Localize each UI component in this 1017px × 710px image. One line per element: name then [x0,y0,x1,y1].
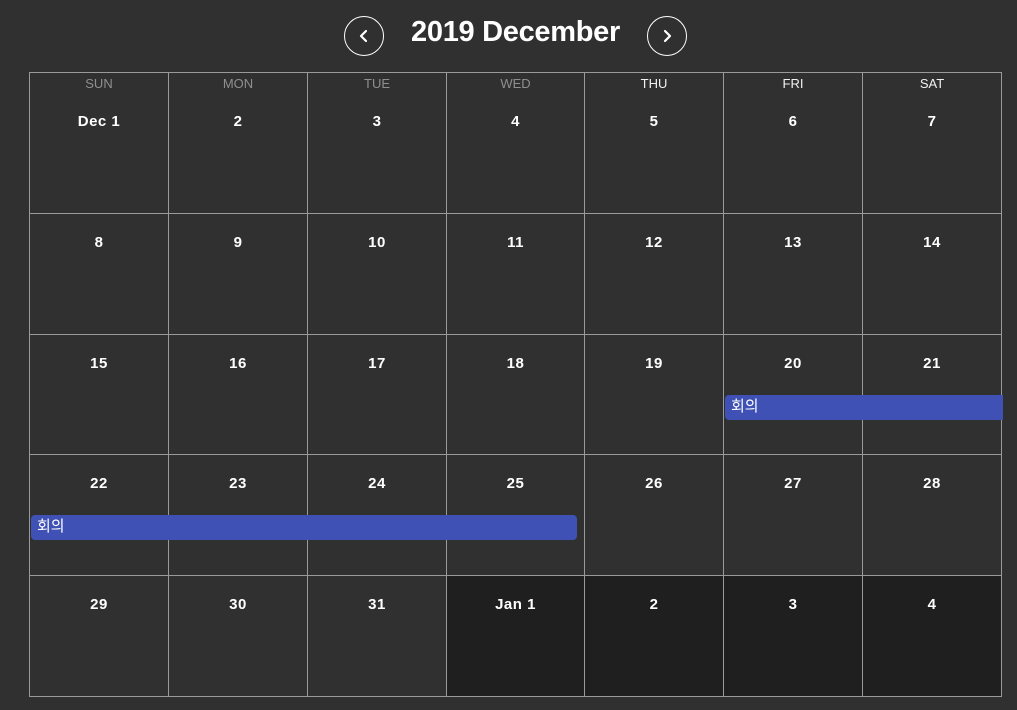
day-number: 3 [788,596,798,613]
chevron-left-icon [359,29,368,43]
day-number: 3 [372,113,382,130]
day-number: 31 [368,596,386,613]
day-cell[interactable]: WED 4 [447,73,585,214]
month-grid: SUN Dec 1 MON 2 TUE 3 WED 4 THU 5 FRI 6 SAT 7 8 9 10 11 12… [29,72,1003,697]
event-bar[interactable]: 회의 [31,515,577,540]
day-number: 24 [368,475,386,492]
next-month-button[interactable] [647,16,687,56]
day-number: 6 [788,113,798,130]
weekday-label: SUN [85,76,113,91]
day-number: 14 [923,234,941,251]
day-number: 12 [645,234,663,251]
prev-month-button[interactable] [344,16,384,56]
day-cell[interactable]: 14 [863,214,1002,335]
chevron-right-icon [663,29,672,43]
day-number: 23 [229,475,247,492]
week-row: 15 16 17 18 19 20 21 [30,335,1002,455]
weekday-label: WED [500,76,531,91]
day-number: 30 [229,596,247,613]
weekday-label: MON [222,76,254,91]
day-number: Dec 1 [77,113,121,130]
day-cell[interactable]: 12 [585,214,724,335]
day-cell[interactable]: 25 [447,455,585,576]
day-cell[interactable]: SAT 7 [863,73,1002,214]
day-number: 2 [233,113,243,130]
day-cell[interactable]: 18 [447,335,585,455]
day-cell[interactable]: FRI 6 [724,73,863,214]
day-cell[interactable]: 9 [169,214,308,335]
day-number: 2 [649,596,659,613]
week-row: SUN Dec 1 MON 2 TUE 3 WED 4 THU 5 FRI 6 SAT 7 [30,73,1002,214]
day-number: 16 [229,355,247,372]
day-cell[interactable]: TUE 3 [308,73,447,214]
day-cell[interactable]: 27 [724,455,863,576]
day-cell[interactable]: 3 [724,576,863,697]
day-cell[interactable]: Jan 1 [447,576,585,697]
day-number: 11 [507,234,524,251]
day-number: 22 [90,475,108,492]
day-number: 9 [233,234,243,251]
weekday-label: THU [640,76,668,91]
day-cell[interactable]: MON 2 [169,73,308,214]
day-number: 13 [784,234,802,251]
day-number: 7 [927,113,937,130]
day-cell[interactable]: 29 [30,576,169,697]
weekday-label: TUE [364,76,390,91]
day-number: 26 [645,475,663,492]
day-number: 10 [368,234,386,251]
day-cell[interactable]: THU 5 [585,73,724,214]
weekday-label: FRI [782,76,804,91]
day-cell[interactable]: 30 [169,576,308,697]
day-number: 28 [923,475,941,492]
weekday-label: SAT [919,76,945,91]
day-cell[interactable]: 17 [308,335,447,455]
day-number: 21 [923,355,941,372]
day-cell[interactable]: 16 [169,335,308,455]
day-number: 17 [368,355,386,372]
day-number: 5 [649,113,659,130]
day-cell[interactable]: 31 [308,576,447,697]
day-number: 4 [927,596,937,613]
day-cell[interactable]: 11 [447,214,585,335]
day-cell[interactable]: 15 [30,335,169,455]
day-number: 18 [506,355,525,372]
day-number: Jan 1 [495,596,536,613]
day-number: 29 [90,596,108,613]
day-number: 27 [784,475,802,492]
day-number: 8 [94,234,104,251]
day-cell[interactable]: 2 [585,576,724,697]
week-row: 8 9 10 11 12 13 14 [30,214,1002,335]
day-cell[interactable]: 10 [308,214,447,335]
day-number: 19 [645,355,663,372]
event-bar[interactable]: 회의 [725,395,1003,420]
day-cell[interactable]: 13 [724,214,863,335]
day-cell[interactable]: 19 [585,335,724,455]
day-number: 4 [511,113,520,130]
day-number: 15 [90,355,108,372]
day-number: 25 [506,475,525,492]
day-number: 20 [784,355,802,372]
calendar-title: 2019 December [411,16,620,48]
day-cell[interactable]: SUN Dec 1 [30,73,169,214]
day-cell[interactable]: 26 [585,455,724,576]
day-cell[interactable]: 4 [863,576,1002,697]
week-row: 29 30 31 Jan 1 2 3 4 [30,576,1002,697]
calendar-header: 2019 December [0,0,1017,72]
day-cell[interactable]: 28 [863,455,1002,576]
day-cell[interactable]: 8 [30,214,169,335]
